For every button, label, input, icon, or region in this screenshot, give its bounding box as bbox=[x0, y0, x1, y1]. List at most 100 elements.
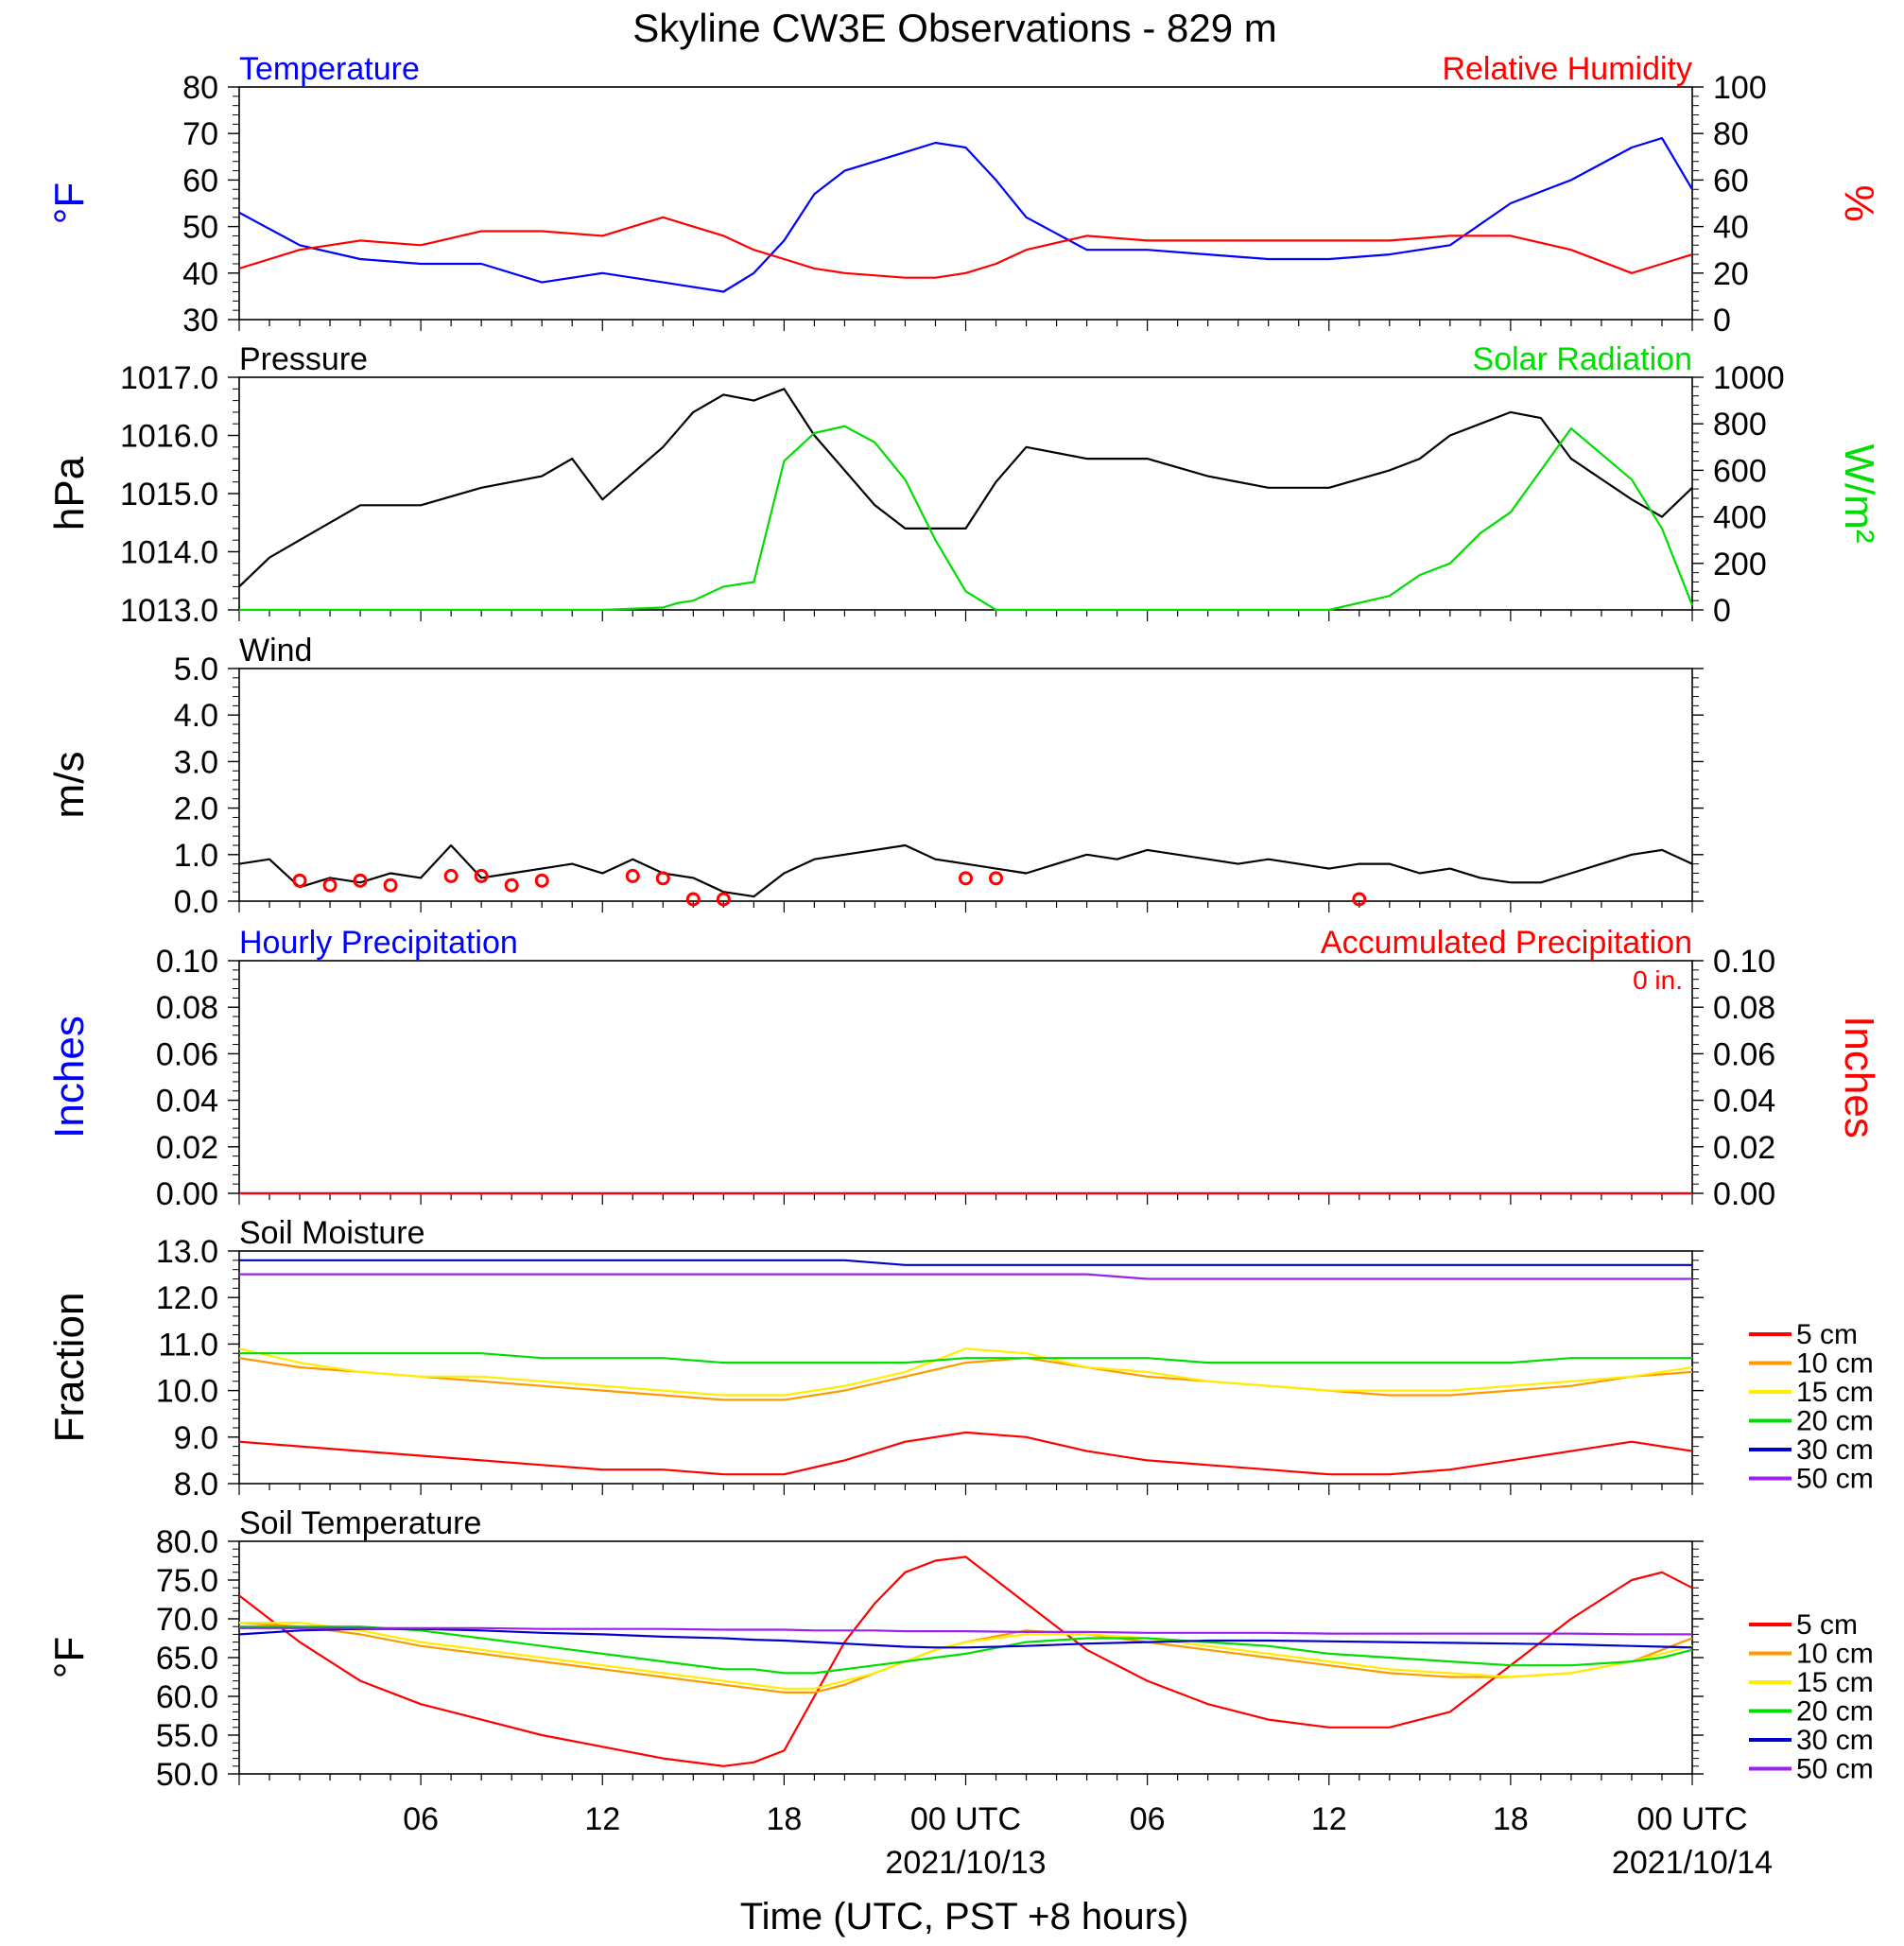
wind-calm-marker bbox=[989, 871, 1004, 886]
panel-right-label: Solar Radiation bbox=[1473, 341, 1692, 377]
y-tick-label: 2.0 bbox=[174, 791, 218, 827]
y-tick-label: 3.0 bbox=[174, 744, 218, 780]
y-tick-label: 5.0 bbox=[174, 652, 218, 687]
y-tick-label: 55.0 bbox=[156, 1718, 218, 1754]
wind-calm-marker bbox=[685, 892, 701, 907]
series-line-10-cm bbox=[238, 1357, 1693, 1401]
y-tick-label: 60.0 bbox=[156, 1679, 218, 1715]
y-tick-label: 60 bbox=[182, 163, 218, 199]
y-tick-label: 1016.0 bbox=[120, 419, 218, 455]
panel-soil_temp: 50.055.060.065.070.075.080.0 Soil Tempera… bbox=[46, 1505, 1874, 1793]
x-tick-label: 18 bbox=[766, 1801, 802, 1837]
y-tick-label: 4.0 bbox=[174, 698, 218, 734]
y-right-tick-label: 0.02 bbox=[1713, 1130, 1775, 1166]
series-line-30-cm bbox=[239, 1259, 1692, 1266]
series-line-pressure bbox=[238, 388, 1693, 588]
panel-left-label: Temperature bbox=[239, 51, 420, 87]
panel-soil_moist: 8.0 9.0 10.0 11.0 12.0 13.0 Soil Moisture Fract… bbox=[46, 1215, 1874, 1503]
plot-frame bbox=[238, 376, 1693, 611]
wind-calm-marker bbox=[716, 892, 731, 907]
x-tick-label: 12 bbox=[1311, 1801, 1347, 1837]
y-right-tick-label: 100 bbox=[1713, 70, 1767, 106]
legend-label: 15 cm bbox=[1796, 1377, 1874, 1408]
plot-frame bbox=[238, 668, 1693, 902]
legend-label: 50 cm bbox=[1796, 1754, 1874, 1785]
panel-right-label: Relative Humidity bbox=[1442, 51, 1692, 87]
legend-label: 5 cm bbox=[1796, 1609, 1858, 1641]
series-line-50-cm bbox=[239, 1626, 1692, 1636]
y-right-tick-label: 0.00 bbox=[1713, 1176, 1775, 1212]
legend-label: 15 cm bbox=[1796, 1667, 1874, 1698]
y-tick-label: 9.0 bbox=[174, 1420, 218, 1456]
panel-right-label: Accumulated Precipitation bbox=[1321, 925, 1692, 961]
y-right-tick-label: 0.06 bbox=[1713, 1036, 1775, 1072]
wind-calm-marker bbox=[504, 877, 519, 893]
y-right-tick-label: 40 bbox=[1713, 210, 1749, 246]
y-tick-label: 70.0 bbox=[156, 1602, 218, 1638]
y-right-tick-label: 80 bbox=[1713, 116, 1749, 152]
plot-frame bbox=[238, 960, 1693, 1194]
y-tick-label: 0.08 bbox=[156, 990, 218, 1026]
y-tick-label: 1015.0 bbox=[120, 477, 218, 513]
plot-frame bbox=[238, 86, 1693, 321]
y-tick-label: 70 bbox=[182, 116, 218, 152]
y-tick-label: 50 bbox=[182, 210, 218, 246]
y-tick-label: 10.0 bbox=[156, 1374, 218, 1410]
legend-label: 20 cm bbox=[1796, 1696, 1874, 1728]
y-tick-label: 11.0 bbox=[158, 1327, 218, 1363]
panel-left-label: Soil Moisture bbox=[239, 1215, 425, 1251]
legend-label: 5 cm bbox=[1796, 1319, 1858, 1350]
legend-label: 30 cm bbox=[1796, 1434, 1874, 1466]
series-line-50-cm bbox=[239, 1273, 1692, 1280]
y-right-tick-label: 1000 bbox=[1713, 360, 1785, 396]
y-tick-label: 1013.0 bbox=[120, 593, 218, 629]
y-tick-label: 8.0 bbox=[174, 1467, 218, 1503]
y-axis-right-label: Inches bbox=[1836, 1016, 1882, 1138]
y-right-tick-label: 0 bbox=[1713, 593, 1731, 629]
x-tick-label: 18 bbox=[1493, 1801, 1529, 1837]
y-tick-label: 75.0 bbox=[156, 1563, 218, 1599]
x-date-label: 2021/10/14 bbox=[1612, 1845, 1773, 1881]
y-right-tick-label: 0.10 bbox=[1713, 944, 1775, 980]
series-line-wind-speed bbox=[238, 843, 1693, 898]
panel-left-label: Soil Temperature bbox=[239, 1505, 481, 1541]
y-axis-label: °F bbox=[46, 182, 93, 224]
series-line-15-cm bbox=[238, 1347, 1693, 1397]
y-axis-right-label: % bbox=[1836, 184, 1882, 221]
wind-calm-marker bbox=[655, 871, 670, 886]
y-tick-label: 1.0 bbox=[174, 838, 218, 874]
y-right-tick-label: 400 bbox=[1713, 500, 1767, 536]
y-right-tick-label: 0 bbox=[1713, 303, 1731, 339]
y-tick-label: 0.10 bbox=[156, 944, 218, 980]
y-right-tick-label: 0.08 bbox=[1713, 990, 1775, 1026]
panel-press_solar: 1013.0 1014.0 1015.0 1016.0 1017.0 0 200 400 600… bbox=[46, 341, 1882, 629]
precip-total-annotation: 0 in. bbox=[1633, 965, 1683, 995]
wind-calm-marker bbox=[383, 877, 398, 893]
y-right-tick-label: 20 bbox=[1713, 256, 1749, 292]
y-right-tick-label: 0.04 bbox=[1713, 1084, 1775, 1120]
y-tick-label: 1017.0 bbox=[120, 360, 218, 396]
y-tick-label: 80 bbox=[182, 70, 218, 106]
panel-left-label: Pressure bbox=[239, 341, 368, 377]
chart-title: Skyline CW3E Observations - 829 m bbox=[632, 6, 1277, 50]
series-line-relative-humidity bbox=[238, 216, 1693, 279]
wind-calm-marker bbox=[959, 871, 973, 886]
y-tick-label: 0.02 bbox=[156, 1130, 218, 1166]
series-line-temperature bbox=[238, 137, 1693, 293]
series-line-5-cm bbox=[238, 1555, 1693, 1767]
legend-label: 10 cm bbox=[1796, 1348, 1874, 1380]
y-right-tick-label: 800 bbox=[1713, 407, 1767, 443]
y-tick-label: 65.0 bbox=[156, 1641, 218, 1677]
panel-precip: 0.00 0.02 0.04 0.06 0.08 0.10 0.00 0.02 0.04 0.06… bbox=[46, 925, 1882, 1212]
legend-label: 30 cm bbox=[1796, 1725, 1874, 1756]
x-axis-label: Time (UTC, PST +8 hours) bbox=[740, 1896, 1189, 1937]
y-tick-label: 0.04 bbox=[156, 1084, 218, 1120]
plot-frame bbox=[238, 1540, 1693, 1775]
y-axis-label: m/s bbox=[46, 752, 93, 819]
y-axis-label: Fraction bbox=[46, 1293, 93, 1443]
wind-calm-marker bbox=[534, 873, 549, 888]
y-tick-label: 0.0 bbox=[174, 884, 218, 920]
panel-temp_rh: 30 40 50 60 70 80 0 20 40 60 80 100 Temperature Relat… bbox=[46, 51, 1882, 339]
panel-left-label: Hourly Precipitation bbox=[239, 925, 518, 961]
series-line-20-cm bbox=[239, 1625, 1693, 1675]
